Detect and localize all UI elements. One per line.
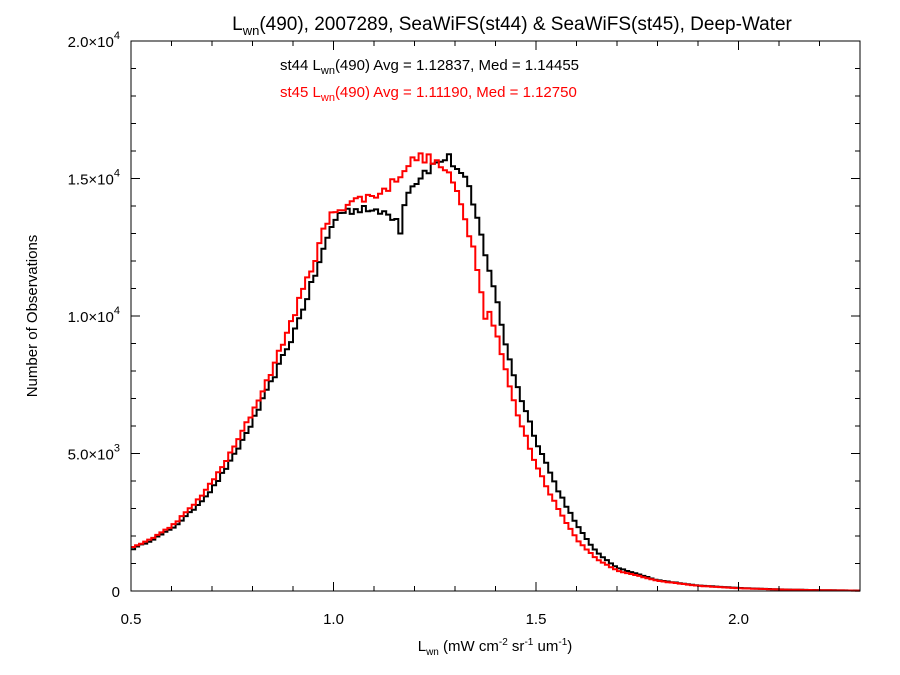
x-label-sub: wn [425, 647, 439, 658]
x-label-p2: sr [508, 638, 525, 655]
x-label-p4: ) [567, 638, 572, 655]
y-tick-label: 1.5×104 [68, 168, 120, 189]
plot-lines [131, 152, 860, 592]
chart-title: Lwn(490), 2007289, SeaWiFS(st44) & SeaWi… [232, 14, 792, 38]
x-label-sup2: -1 [524, 637, 533, 648]
legend-entry-st45: st45 Lwn(490) Avg = 1.11190, Med = 1.127… [280, 84, 577, 104]
x-tick-label: 1.5 [526, 611, 547, 628]
legend-st45-post: (490) Avg = 1.11190, Med = 1.12750 [335, 84, 577, 101]
series-line-st45 [131, 152, 860, 592]
chart-title-rest: (490), 2007289, SeaWiFS(st44) & SeaWiFS(… [259, 14, 792, 35]
x-label-p1: (mW cm [439, 638, 499, 655]
legend-st44-pre: st44 L [280, 57, 321, 74]
x-label-p3: um [533, 638, 558, 655]
legend-st44-post: (490) Avg = 1.12837, Med = 1.14455 [335, 57, 579, 74]
x-tick-label: 2.0 [728, 611, 749, 628]
series-line-st44 [131, 153, 860, 592]
y-axis-label: Number of Observations [24, 235, 41, 398]
legend-entry-st44: st44 Lwn(490) Avg = 1.12837, Med = 1.144… [280, 57, 579, 77]
y-tick-label: 2.0×104 [68, 30, 120, 51]
x-label-sup3: -1 [558, 637, 567, 648]
y-tick-label: 1.0×104 [68, 305, 120, 326]
plot-frame [130, 40, 861, 592]
x-label-base: L [418, 638, 426, 655]
x-label-sup1: -2 [499, 637, 508, 648]
legend-st44-sub: wn [320, 65, 335, 77]
y-tick-label: 0 [112, 584, 120, 601]
chart-title-sub: wn [242, 23, 260, 38]
legend-st45-pre: st45 L [280, 84, 321, 101]
legend-st45-sub: wn [320, 92, 335, 104]
y-tick-label: 5.0×103 [68, 443, 120, 464]
axis-ticks: 0.5 1.0 1.5 2.0 0 5.0×103 1.0×104 1.5×104 2.0×10… [68, 30, 861, 628]
x-tick-label: 1.0 [323, 611, 344, 628]
x-axis-label: Lwn (mW cm-2 sr-1 um-1) [418, 637, 573, 658]
chart-title-base: L [232, 14, 243, 35]
x-tick-label: 0.5 [121, 611, 142, 628]
